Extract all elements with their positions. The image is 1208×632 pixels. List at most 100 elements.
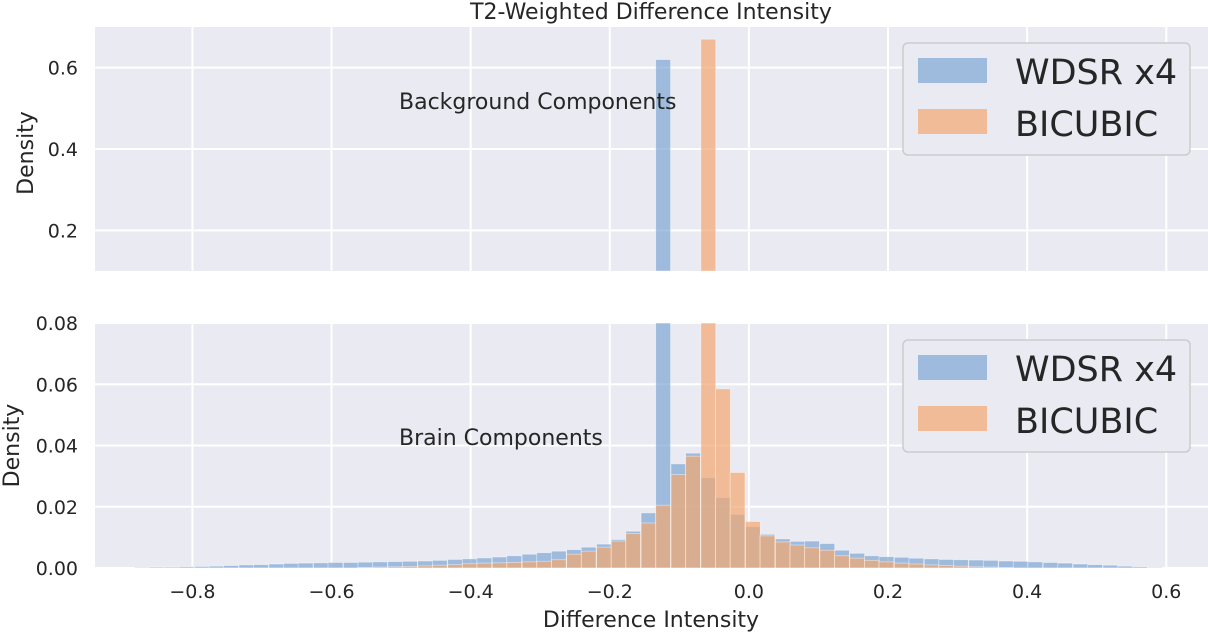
x-tick-label: 0.4 <box>1012 581 1042 603</box>
bar-wdsr <box>148 566 165 569</box>
bar-bicubic <box>402 566 418 569</box>
bar-bicubic <box>774 541 791 569</box>
bar-bicubic <box>893 562 910 569</box>
bar-bicubic <box>759 535 776 569</box>
bar-bicubic <box>700 322 717 569</box>
bar-bicubic <box>700 38 717 272</box>
bar-bicubic <box>491 562 508 569</box>
y-tick-label: 0.06 <box>36 374 78 396</box>
bar-bicubic <box>640 522 657 569</box>
y-axis-label-top: Density <box>14 111 39 195</box>
x-tick-label: −0.8 <box>169 581 215 603</box>
bar-bicubic <box>387 566 404 569</box>
bar-bicubic <box>670 474 687 569</box>
background-components-panel: 0.20.40.6 Density Background Components … <box>14 27 1208 272</box>
legend-label-bicubic: BICUBIC <box>1015 105 1158 145</box>
legend-swatch-bicubic <box>918 406 987 431</box>
y-tick-label: 0.4 <box>48 139 78 161</box>
bar-bicubic <box>506 562 523 569</box>
bar-wdsr <box>1131 566 1148 569</box>
bar-wdsr <box>164 566 180 569</box>
bar-bicubic <box>566 553 582 569</box>
bar-wdsr <box>1147 566 1163 569</box>
y-tick-label: 0.04 <box>36 436 78 458</box>
x-tick-label: 0.6 <box>1151 581 1181 603</box>
bar-wdsr <box>1117 565 1133 569</box>
x-tick-label: −0.6 <box>308 581 354 603</box>
bar-bicubic <box>745 521 761 569</box>
bar-bicubic <box>982 566 999 569</box>
bar-bicubic <box>863 559 880 569</box>
bar-wdsr <box>283 563 299 569</box>
x-ticks: −0.8 −0.6 −0.4 −0.2 0.0 0.2 0.4 0.6 <box>169 581 1181 603</box>
bar-wdsr <box>655 59 671 272</box>
bar-wdsr <box>208 565 225 569</box>
bar-bicubic <box>476 562 493 569</box>
bar-bicubic <box>521 561 538 569</box>
bar-bicubic <box>431 564 448 569</box>
bars-top <box>655 38 717 272</box>
bar-bicubic <box>878 561 895 569</box>
legend-swatch-bicubic <box>918 109 987 134</box>
legend-label-wdsr: WDSR x4 <box>1015 350 1177 390</box>
bar-bicubic <box>923 564 940 569</box>
bar-wdsr <box>1072 563 1089 569</box>
bar-wdsr <box>1102 564 1119 569</box>
bar-bicubic <box>849 557 866 569</box>
legend-swatch-wdsr <box>918 58 987 83</box>
bar-wdsr <box>998 560 1014 569</box>
bar-bicubic <box>834 555 850 569</box>
bars-bottom <box>134 322 1163 569</box>
bar-bicubic <box>998 566 1014 569</box>
bar-bicubic <box>596 546 612 569</box>
bar-wdsr <box>178 566 195 569</box>
brain-components-panel: 0.00 0.02 0.04 0.06 0.08 −0.8 −0.6 −0.4 −0.2 0.0… <box>0 313 1208 632</box>
bar-bicubic <box>357 566 374 569</box>
annotation-brain-components: Brain Components <box>399 426 603 451</box>
legend-label-wdsr: WDSR x4 <box>1015 53 1177 93</box>
y-tick-label: 0.00 <box>36 558 78 580</box>
chart-title: T2-Weighted Difference Intensity <box>469 0 832 25</box>
bar-bicubic <box>908 563 925 569</box>
y-tick-label: 0.08 <box>36 313 78 335</box>
x-tick-label: 0.0 <box>734 581 764 603</box>
bar-bicubic <box>447 564 463 569</box>
bar-wdsr <box>134 566 150 569</box>
bar-wdsr <box>1057 562 1074 569</box>
x-tick-label: −0.2 <box>587 581 633 603</box>
bar-bicubic <box>610 540 627 569</box>
bar-bicubic <box>968 566 984 569</box>
bar-bicubic <box>789 544 806 569</box>
bar-bicubic <box>819 549 836 569</box>
annotation-background-components: Background Components <box>399 90 676 115</box>
bar-wdsr <box>1027 561 1044 569</box>
y-axis-label-bottom: Density <box>0 404 25 488</box>
y-tick-label: 0.02 <box>36 497 78 519</box>
bar-wdsr <box>297 562 314 569</box>
bar-bicubic <box>938 565 955 569</box>
y-tick-label: 0.6 <box>48 58 78 80</box>
x-tick-label: 0.2 <box>873 581 903 603</box>
legend-bottom: WDSR x4 BICUBIC <box>902 339 1191 453</box>
bar-wdsr <box>223 565 239 569</box>
bar-wdsr <box>313 562 329 569</box>
bar-wdsr <box>1042 562 1059 569</box>
bar-bicubic <box>685 455 701 569</box>
bar-bicubic <box>625 532 642 569</box>
bar-wdsr <box>1012 560 1029 569</box>
bar-bicubic <box>417 565 434 569</box>
bar-bicubic <box>729 472 746 569</box>
bar-bicubic <box>461 563 478 569</box>
y-ticks-top: 0.2 0.4 0.6 <box>48 58 78 243</box>
bar-wdsr <box>268 563 285 569</box>
x-tick-label: −0.4 <box>448 581 494 603</box>
bar-wdsr <box>1087 564 1103 569</box>
bar-bicubic <box>715 388 731 569</box>
y-ticks-bottom: 0.00 0.02 0.04 0.06 0.08 <box>36 313 78 580</box>
bar-wdsr <box>194 566 210 569</box>
bar-wdsr <box>342 562 359 569</box>
bar-bicubic <box>580 550 597 569</box>
legend-top: WDSR x4 BICUBIC <box>902 42 1191 156</box>
bar-wdsr <box>238 564 255 569</box>
